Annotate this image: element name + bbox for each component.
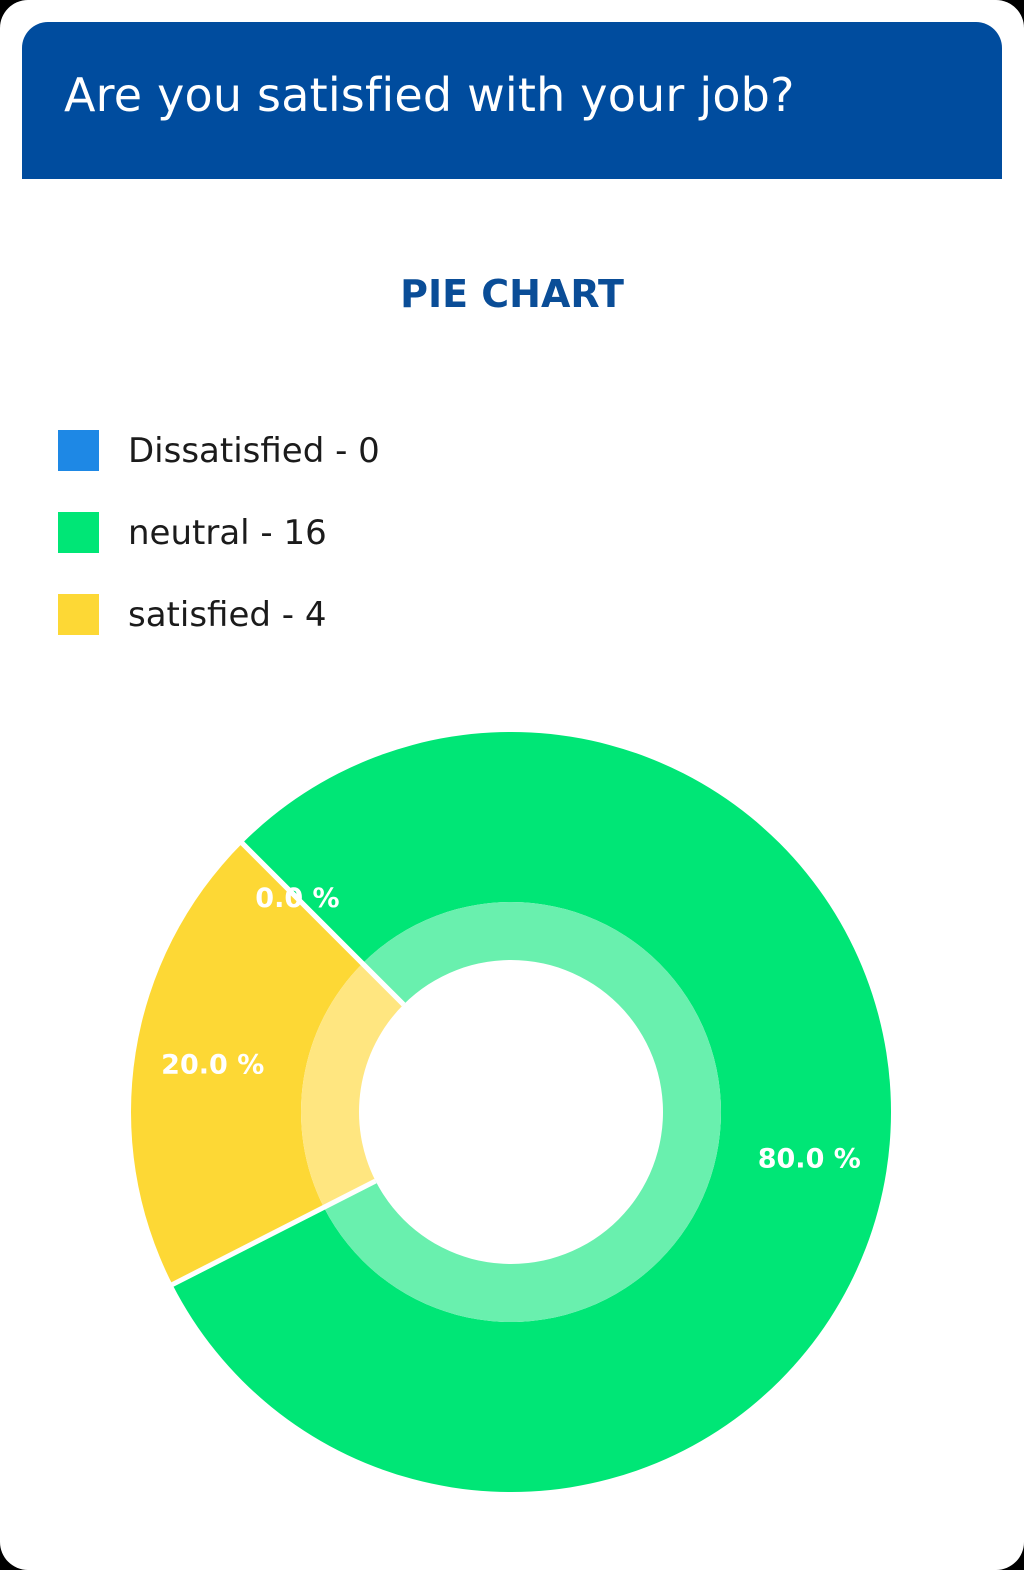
slice-inner-ring-neutral: [323, 902, 721, 1322]
slice-label-dissatisfied: 0.0 %: [255, 883, 339, 914]
slice-neutral[interactable]: [172, 732, 891, 1493]
slice-label-neutral: 80.0 %: [758, 1144, 861, 1175]
legend-swatch-neutral: [58, 512, 99, 553]
donut-chart: 0.0 % 80.0 % 20.0 %: [130, 732, 891, 1493]
chart-legend: Dissatisfied - 0 neutral - 16 satisfied …: [58, 430, 380, 676]
legend-label-neutral: neutral - 16: [128, 512, 327, 553]
slice-satisfied[interactable]: [130, 843, 363, 1285]
legend-swatch-dissatisfied: [58, 430, 99, 471]
question-header: Are you satisfied with your job?: [22, 22, 1002, 179]
question-title: Are you satisfied with your job?: [64, 67, 795, 122]
legend-label-satisfied: satisfied - 4: [128, 594, 327, 635]
chart-title: PIE CHART: [400, 272, 624, 316]
legend-label-dissatisfied: Dissatisfied - 0: [128, 430, 380, 471]
legend-item-satisfied[interactable]: satisfied - 4: [58, 594, 380, 635]
slice-separator: [169, 1178, 377, 1288]
legend-item-dissatisfied[interactable]: Dissatisfied - 0: [58, 430, 380, 471]
legend-swatch-satisfied: [58, 594, 99, 635]
slice-inner-ring-satisfied: [301, 963, 404, 1208]
slice-separator: [239, 840, 406, 1007]
slice-label-satisfied: 20.0 %: [161, 1049, 264, 1080]
legend-item-neutral[interactable]: neutral - 16: [58, 512, 380, 553]
